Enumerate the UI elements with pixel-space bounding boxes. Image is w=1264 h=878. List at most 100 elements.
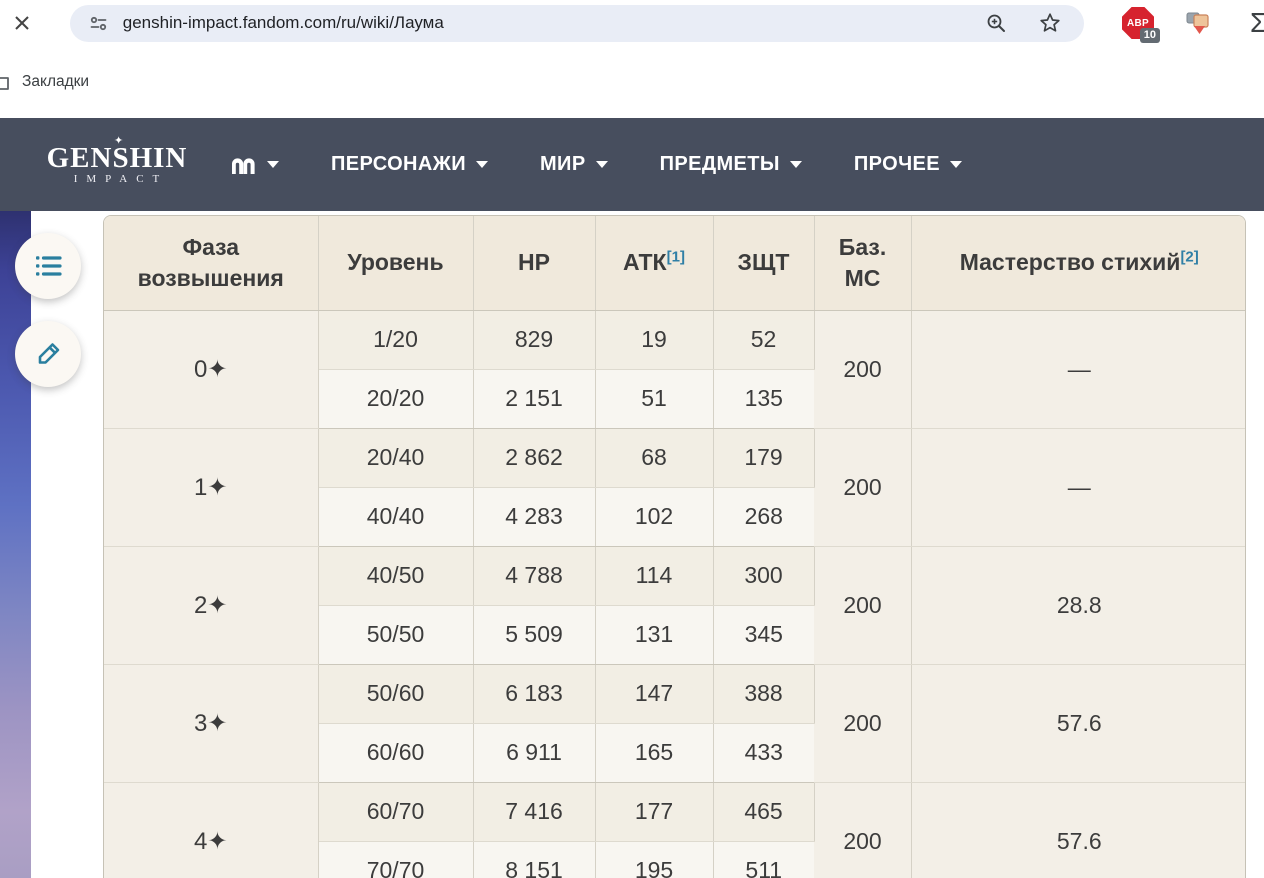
level-cell: 50/50 [318,605,474,665]
def-cell: 268 [713,487,814,547]
hp-cell: 5 509 [473,605,596,665]
def-cell: 388 [713,664,815,724]
column-header-label: АТК [623,249,667,276]
bookmarks-folder-label[interactable]: Закладки [22,73,90,90]
nav-item-2[interactable]: МИР [540,153,608,176]
def-cell: 511 [713,841,814,878]
atk-cell: 68 [595,428,714,488]
ms-cell: 200 [814,310,912,429]
mastery-cell: 57.6 [911,782,1245,878]
nav-item-3[interactable]: ПРЕДМЕТЫ [660,153,802,176]
url-text: genshin-impact.fandom.com/ru/wiki/Лаума [122,13,444,32]
zoom-icon[interactable] [985,12,1008,35]
contents-button[interactable] [15,233,81,299]
site-settings-icon[interactable] [88,13,109,34]
def-cell: 300 [713,546,815,606]
close-icon [15,16,29,30]
reference-link[interactable]: [1] [666,248,685,266]
table-row: 2✦ 40/50 4 788 114 300 200 28.8 [104,546,1245,665]
browser-toolbar: genshin-impact.fandom.com/ru/wiki/Лаума … [0,0,1264,46]
table-row: 70/70 8 151 195 511 [104,841,1245,878]
chevron-down-icon [595,161,608,168]
hp-cell: 4 788 [473,546,596,606]
def-cell: 433 [713,723,814,783]
hp-cell: 6 911 [473,723,596,783]
hp-cell: 8 151 [473,841,596,878]
downloader-extension-icon[interactable] [1184,8,1214,38]
hp-cell: 7 416 [473,782,596,842]
nav-item-1[interactable]: ПЕРСОНАЖИ [331,153,488,176]
ms-cell: 200 [814,428,912,547]
level-cell: 50/60 [318,664,474,724]
column-header-6: Баз. МС [814,216,912,311]
address-bar[interactable]: genshin-impact.fandom.com/ru/wiki/Лаума [69,4,1084,42]
wiki-logo[interactable]: GENSHIN ✦ IMPACT [42,135,192,185]
def-cell: 465 [713,782,815,842]
close-tab-button[interactable] [0,13,44,33]
atk-cell: 165 [595,723,714,783]
folder-icon[interactable] [0,72,10,92]
theme-background-strip [0,211,31,878]
logo-subtitle: IMPACT [73,173,169,185]
atk-cell: 114 [595,546,714,606]
page-content: Фаза возвышения Уровень HP АТК[1] ЗЩТ Баз. МС… [0,211,1264,878]
nav-item-4[interactable]: ПРОЧЕЕ [853,153,963,176]
phase-cell: 1✦ [104,428,319,547]
column-header-2: Уровень [318,216,474,311]
chevron-down-icon [476,161,488,168]
table-body: 0✦ 1/20 829 19 52 200—20/20 2 151 51 135 1✦ 20/40 2… [104,310,1245,878]
ms-cell: 200 [814,546,912,665]
logo-star-icon: ✦ [114,135,124,147]
level-cell: 40/40 [318,487,474,547]
bookmark-star-icon[interactable] [1038,11,1062,35]
contents-list-icon [36,256,62,276]
wiki-navbar: GENSHIN ✦ IMPACT ПЕРСОНАЖИ МИР ПРЕДМЕТЫ ПРО… [0,118,1264,211]
mastery-cell: 28.8 [911,546,1245,665]
nav-item-label: ПРОЧЕЕ [853,153,941,175]
chevron-down-icon [267,161,279,168]
atk-cell: 19 [595,310,714,370]
phase-cell: 4✦ [104,782,319,878]
phase-cell: 0✦ [104,310,319,429]
def-cell: 179 [713,428,815,488]
hp-cell: 6 183 [473,664,596,724]
level-cell: 60/60 [318,723,474,783]
phase-cell: 3✦ [104,664,319,783]
adblock-extension-icon[interactable]: ABP 10 [1122,7,1160,43]
mastery-cell: — [911,310,1245,429]
extension-icon-partial[interactable]: Σ [1250,7,1264,38]
navbar-menu: ПЕРСОНАЖИ МИР ПРЕДМЕТЫ ПРОЧЕЕ [230,153,963,176]
level-cell: 40/50 [318,546,474,606]
column-header-label: HP [518,249,550,276]
nav-item-label: МИР [540,153,586,175]
table-row: 3✦ 50/60 6 183 147 388 200 57.6 [104,664,1245,783]
edit-button[interactable] [15,321,81,387]
column-header-7: Мастерство стихий[2] [911,216,1245,311]
nav-item-explore[interactable] [230,154,279,175]
mastery-cell: — [911,428,1245,547]
chevron-down-icon [789,161,802,168]
level-cell: 20/40 [318,428,474,488]
adblock-badge: 10 [1139,28,1160,43]
mastery-cell: 57.6 [911,664,1245,783]
def-cell: 135 [713,369,814,429]
table-row: 50/50 5 509 131 345 [104,605,1245,665]
atk-cell: 131 [595,605,714,665]
logo-title: GENSHIN [46,142,188,174]
reference-link[interactable]: [2] [1180,248,1199,266]
column-header-label: Баз. МС [838,233,887,291]
bookmarks-bar: Закладки [0,46,1264,118]
def-cell: 345 [713,605,814,665]
table-row: 4✦ 60/70 7 416 177 465 200 57.6 [104,782,1245,878]
ms-cell: 200 [814,664,912,783]
extensions-area: ABP 10 Σ [1122,7,1264,43]
table-header-row: Фаза возвышения Уровень HP АТК[1] ЗЩТ Баз. МС… [104,216,1245,311]
column-header-1: Фаза возвышения [104,216,319,311]
level-cell: 60/70 [318,782,474,842]
atk-cell: 177 [595,782,714,842]
wiki-content-icon [232,158,255,174]
hp-cell: 829 [473,310,596,370]
atk-cell: 195 [595,841,714,878]
def-cell: 52 [713,310,815,370]
level-cell: 20/20 [318,369,474,429]
